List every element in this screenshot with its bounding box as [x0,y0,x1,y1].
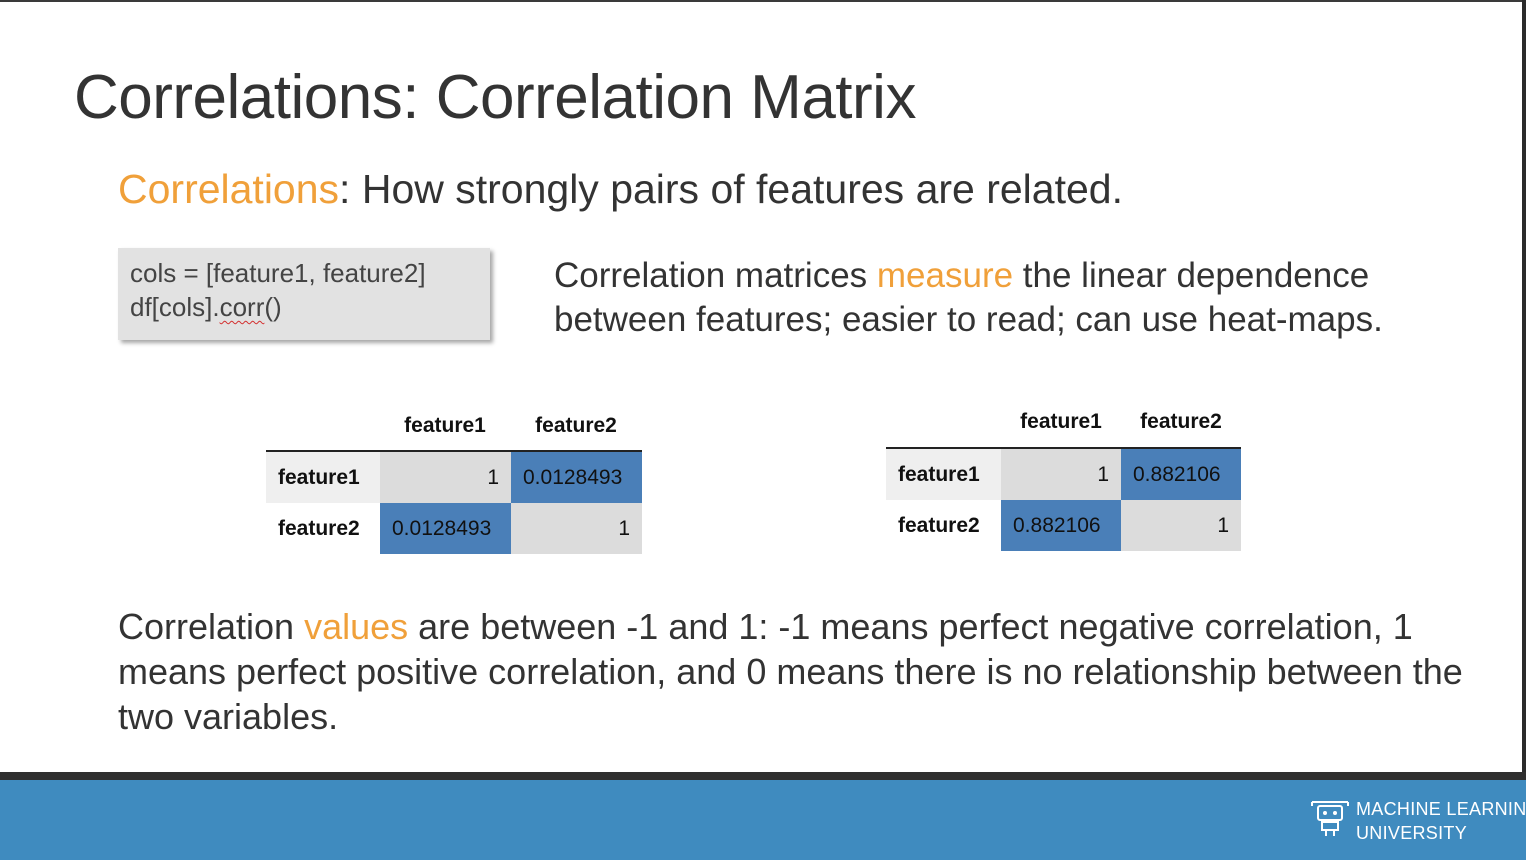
code-line-2: df[cols].corr() [130,292,282,323]
matrix-row-label: feature1 [278,465,360,489]
bottom-highlight: values [304,606,409,647]
code-line-2-suffix: () [264,292,282,322]
subtitle-highlight: Correlations [118,166,340,212]
spellcheck-squiggle-word: corr [219,292,265,322]
description-part-2: the linear dependence between features; … [554,256,1383,339]
matrix-cell: 0.0128493 [380,503,511,554]
bottom-explanation: Correlation values are between -1 and 1:… [118,604,1478,739]
logo-text: MACHINE LEARNING UNIVERSITY [1356,797,1526,845]
slide-subtitle: Correlations: How strongly pairs of feat… [118,166,1123,213]
matrix-cell: 1 [1121,500,1241,551]
correlation-matrix-left: feature1 feature2 feature1 1 0.0128493 f… [266,406,646,556]
bottom-part-1: Correlation [118,606,305,647]
correlation-matrix-right: feature1 feature2 feature1 1 0.882106 fe… [886,404,1246,554]
matrix-cell: 0.882106 [1001,500,1121,551]
matrix-col-header: feature2 [535,414,617,437]
logo-line-1: MACHINE LEARNING [1356,799,1526,819]
bottom-part-2: are between -1 and 1: -1 means perfect n… [118,606,1463,737]
matrix-col-header: feature1 [404,414,486,437]
matrix-header-rule [886,447,1241,449]
matrix-cell: 1 [511,503,642,554]
matrix-col-header: feature1 [1020,410,1102,433]
row-shade [886,449,1001,500]
logo-line-2: UNIVERSITY [1356,823,1468,843]
code-line-1: cols = [feature1, feature2] [130,258,426,288]
description-part-1: Correlation matrices [554,256,877,295]
description-highlight: measure [876,256,1014,295]
matrix-cell: 0.882106 [1121,449,1241,500]
matrix-row-label: feature2 [898,513,980,537]
subtitle-text: : How strongly pairs of features are rel… [339,166,1123,212]
code-snippet-box: cols = [feature1, feature2] df[cols].cor… [118,248,490,340]
footer-divider [0,772,1526,780]
matrix-header-rule [266,450,642,452]
matrix-row-label: feature1 [898,462,980,486]
row-shade [266,452,380,503]
robot-logo-icon [1311,801,1349,836]
matrix-cell: 0.0128493 [511,452,642,503]
window-top-border [0,0,1526,2]
description-text: Correlation matrices measure the linear … [554,254,1484,342]
footer-bar [0,780,1526,860]
matrix-cell: 1 [1001,449,1121,500]
code-line-2-prefix: df[cols]. [130,292,220,322]
matrix-col-header: feature2 [1140,410,1222,433]
window-right-border [1522,0,1526,775]
slide-title: Correlations: Correlation Matrix [74,63,916,132]
matrix-cell: 1 [380,452,511,503]
matrix-row-label: feature2 [278,516,360,540]
